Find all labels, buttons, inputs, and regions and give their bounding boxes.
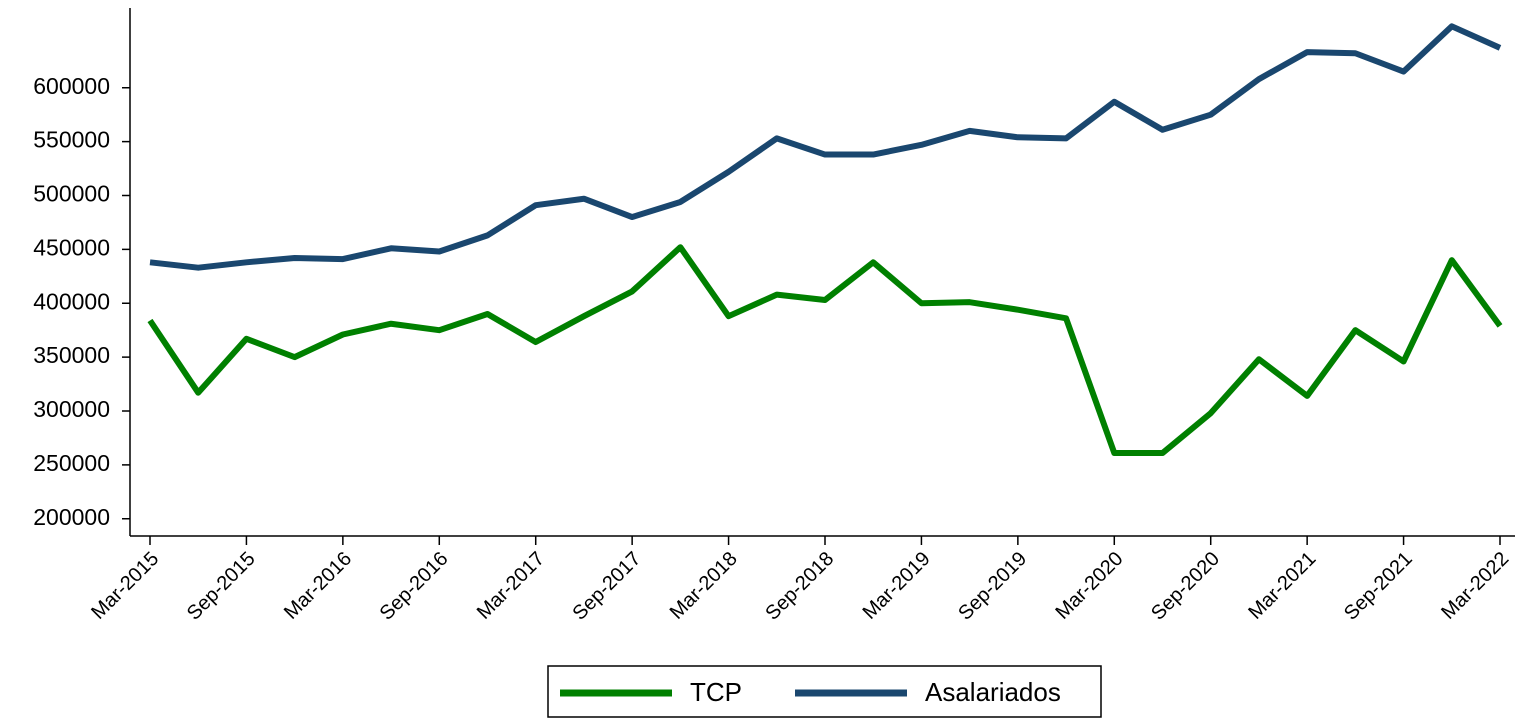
x-tick-label: Sep-2020 — [1147, 548, 1224, 625]
x-tick-label: Mar-2017 — [473, 548, 549, 624]
y-tick-label: 500000 — [33, 181, 110, 207]
line — [149, 23, 1502, 271]
x-tick-label: Sep-2019 — [954, 548, 1031, 625]
x-tick-label: Mar-2015 — [87, 548, 163, 624]
x-tick-label: Mar-2020 — [1051, 548, 1127, 624]
x-tick-label: Sep-2018 — [761, 548, 838, 625]
legend-label: Asalariados — [925, 677, 1061, 707]
y-tick-label: 300000 — [33, 396, 110, 422]
x-tick-label: Sep-2021 — [1340, 548, 1417, 625]
x-tick-label: Mar-2018 — [666, 548, 742, 624]
x-tick-label: Sep-2016 — [376, 548, 453, 625]
y-tick-label: 250000 — [33, 450, 110, 476]
legend-label: TCP — [690, 677, 742, 707]
x-tick-label: Mar-2016 — [280, 548, 356, 624]
line — [147, 244, 1503, 457]
x-tick-label: Sep-2015 — [183, 548, 260, 625]
y-tick-label: 550000 — [33, 127, 110, 153]
x-tick-label: Mar-2019 — [859, 548, 935, 624]
x-tick-label: Mar-2022 — [1437, 548, 1513, 624]
y-tick-label: 200000 — [33, 504, 110, 530]
y-tick-label: 600000 — [33, 73, 110, 99]
y-tick-label: 450000 — [33, 234, 110, 260]
y-tick-label: 400000 — [33, 288, 110, 314]
x-tick-label: Mar-2021 — [1244, 548, 1320, 624]
y-tick-label: 350000 — [33, 342, 110, 368]
x-tick-label: Sep-2017 — [569, 548, 646, 625]
